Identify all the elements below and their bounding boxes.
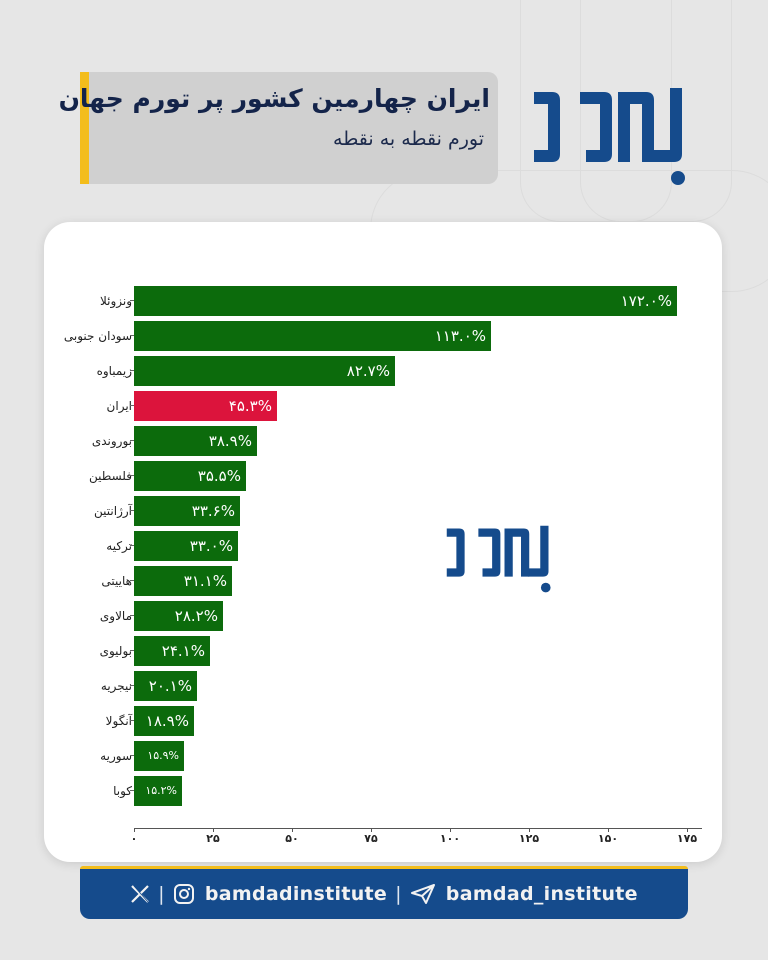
bar-row: فلسطین ۳۵.۵% — [44, 461, 722, 491]
bar-palestine: ۳۵.۵% — [134, 461, 246, 491]
x-axis-tick — [608, 828, 609, 832]
tick-mark — [130, 335, 134, 336]
bar-row: سوریه ۱۵.۹% — [44, 741, 722, 771]
tick-mark — [130, 790, 134, 791]
bar-row: زیمباوه ۸۲.۷% — [44, 356, 722, 386]
x-axis-label: ۷۵ — [364, 832, 378, 845]
page-subtitle: تورم نقطه به نقطه — [333, 128, 484, 150]
tick-mark — [130, 580, 134, 581]
x-axis-tick — [450, 828, 451, 832]
x-axis-tick — [134, 828, 135, 832]
x-axis-label: ۰ — [130, 832, 138, 845]
x-axis-tick — [371, 828, 372, 832]
tick-mark — [130, 650, 134, 651]
header-panel — [80, 72, 498, 184]
bar-row: هاییتی ۳۱.۱% — [44, 566, 722, 596]
category-label: کوبا — [113, 784, 132, 798]
category-label: سودان جنوبی — [63, 329, 132, 343]
tick-mark — [130, 405, 134, 406]
category-label: آرژانتین — [94, 504, 132, 518]
bar-row: ونزوئلا ۱۷۲.۰% — [44, 286, 722, 316]
bar-turkey: ۳۳.۰% — [134, 531, 238, 561]
bar-burundi: ۳۸.۹% — [134, 426, 257, 456]
separator: | — [395, 883, 402, 905]
bar-cuba: ۱۵.۲% — [134, 776, 182, 806]
bar-venezuela: ۱۷۲.۰% — [134, 286, 677, 316]
instagram-icon[interactable] — [173, 883, 195, 905]
category-label: سوریه — [100, 749, 132, 763]
category-label: بولیوی — [99, 644, 132, 658]
x-axis-tick — [213, 828, 214, 832]
tick-mark — [130, 475, 134, 476]
tick-mark — [130, 685, 134, 686]
bamdad-logo — [534, 88, 685, 185]
x-axis-label: ۵۰ — [285, 832, 299, 845]
header-accent-bar — [80, 72, 89, 184]
bar-bolivia: ۲۴.۱% — [134, 636, 210, 666]
category-label: زیمباوه — [96, 364, 132, 378]
bar-row: سودان جنوبی ۱۱۳.۰% — [44, 321, 722, 351]
page-title: ایران چهارمین کشور پر تورم جهان — [58, 84, 490, 113]
bar-row: ترکیه ۳۳.۰% — [44, 531, 722, 561]
x-axis-tick — [529, 828, 530, 832]
bamdad-watermark-logo — [446, 525, 551, 593]
instagram-handle[interactable]: bamdadinstitute — [204, 883, 388, 905]
x-axis-label: ۱۷۵ — [676, 832, 698, 845]
bar-syria: ۱۵.۹% — [134, 741, 184, 771]
telegram-icon[interactable] — [410, 883, 436, 905]
bar-malawi: ۲۸.۲% — [134, 601, 223, 631]
bar-argentina: ۳۳.۶% — [134, 496, 240, 526]
tick-mark — [130, 300, 134, 301]
tick-mark — [130, 370, 134, 371]
category-label: آنگولا — [105, 714, 132, 728]
category-label: ترکیه — [106, 539, 132, 553]
tick-mark — [130, 440, 134, 441]
social-footer: | bamdadinstitute | bamdad_institute — [80, 869, 688, 919]
bar-row: آرژانتین ۳۳.۶% — [44, 496, 722, 526]
x-axis-line — [134, 828, 702, 829]
x-axis-label: ۱۲۵ — [518, 832, 540, 845]
tick-mark — [130, 615, 134, 616]
category-label: ونزوئلا — [99, 294, 132, 308]
category-label: نیجریه — [100, 679, 132, 693]
bar-row: نیجریه ۲۰.۱% — [44, 671, 722, 701]
bar-row: بوروندی ۳۸.۹% — [44, 426, 722, 456]
category-label: ایران — [106, 399, 132, 413]
x-axis-label: ۱۵۰ — [597, 832, 619, 845]
bar-row: ایران ۴۵.۳% — [44, 391, 722, 421]
bar-angola: ۱۸.۹% — [134, 706, 194, 736]
x-axis-label: ۲۵ — [206, 832, 220, 845]
bar-haiti: ۳۱.۱% — [134, 566, 232, 596]
bar-row: مالاوی ۲۸.۲% — [44, 601, 722, 631]
category-label: مالاوی — [99, 609, 132, 623]
bar-chart: ونزوئلا ۱۷۲.۰% سودان جنوبی ۱۱۳.۰% زیمباو… — [44, 222, 722, 862]
tick-mark — [130, 755, 134, 756]
x-axis-tick — [292, 828, 293, 832]
bar-zimbabwe: ۸۲.۷% — [134, 356, 395, 386]
x-axis-label: ۱۰۰ — [439, 832, 461, 845]
tick-mark — [130, 510, 134, 511]
category-label: بوروندی — [91, 434, 132, 448]
bar-row: کوبا ۱۵.۲% — [44, 776, 722, 806]
telegram-handle[interactable]: bamdad_institute — [445, 883, 638, 905]
x-axis-tick — [687, 828, 688, 832]
chart-card: ونزوئلا ۱۷۲.۰% سودان جنوبی ۱۱۳.۰% زیمباو… — [44, 222, 722, 862]
tick-mark — [130, 545, 134, 546]
bar-row: بولیوی ۲۴.۱% — [44, 636, 722, 666]
category-label: فلسطین — [88, 469, 132, 483]
bar-row: آنگولا ۱۸.۹% — [44, 706, 722, 736]
x-icon[interactable] — [130, 884, 150, 904]
separator: | — [158, 883, 165, 905]
bar-south-sudan: ۱۱۳.۰% — [134, 321, 491, 351]
category-label: هاییتی — [101, 574, 132, 588]
bar-nigeria: ۲۰.۱% — [134, 671, 197, 701]
bar-iran-highlighted: ۴۵.۳% — [134, 391, 277, 421]
tick-mark — [130, 720, 134, 721]
